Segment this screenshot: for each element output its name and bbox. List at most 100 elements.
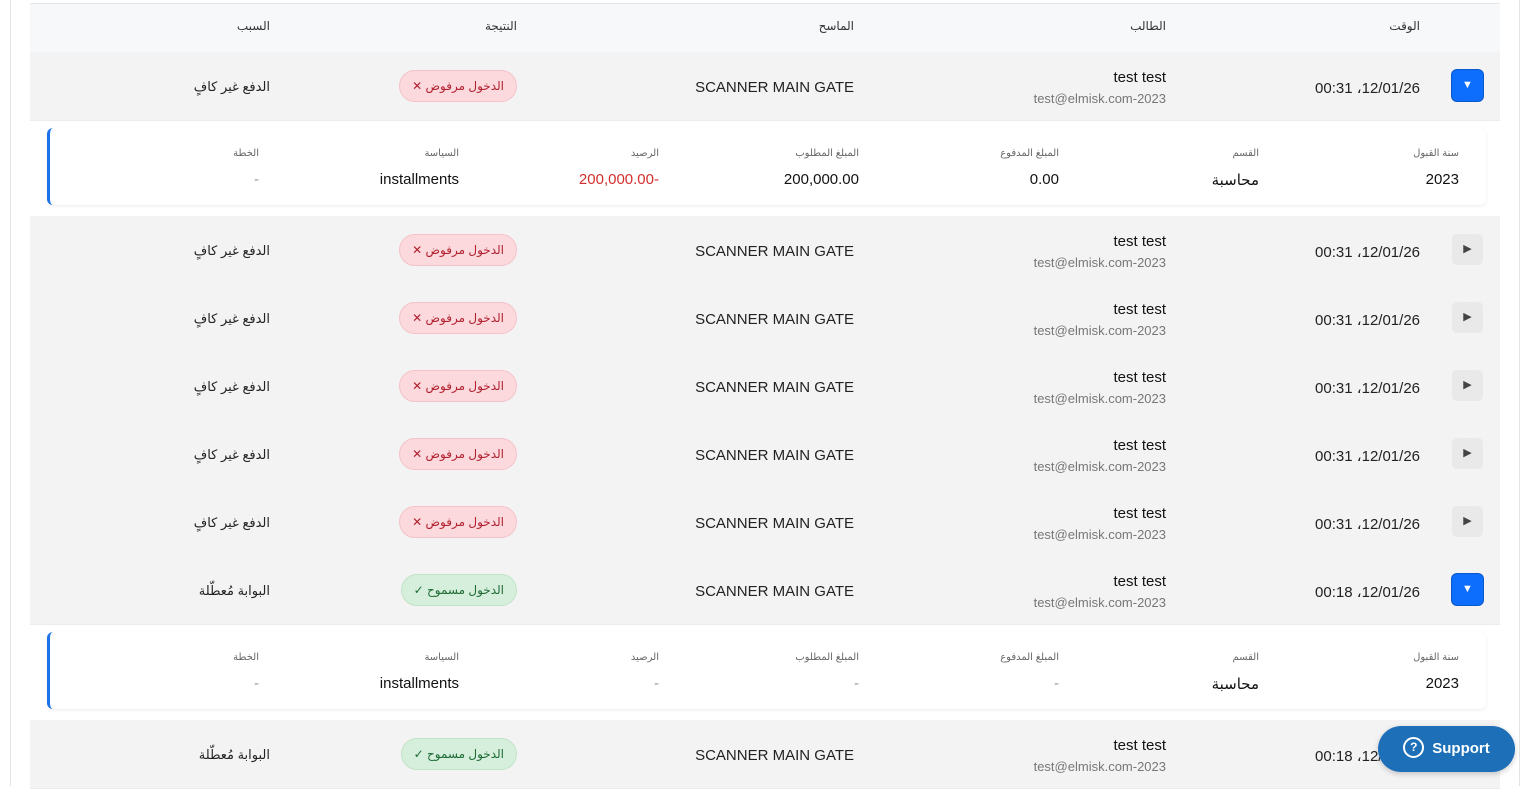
result-badge: الدخول مرفوض ✕ <box>399 438 517 470</box>
detail-label: السياسة <box>424 148 459 159</box>
frame <box>10 0 1520 786</box>
result-badge: الدخول مرفوض ✕ <box>399 70 517 102</box>
detail-value: - <box>254 675 259 692</box>
detail-label: سنة القبول <box>1413 652 1459 663</box>
table-row <box>30 52 1500 121</box>
detail-value: 200,000.00- <box>578 171 659 188</box>
detail-label: الخطة <box>233 148 259 159</box>
reason: البوابة مُعطّلة <box>198 747 270 762</box>
table-row <box>30 216 1500 285</box>
detail-label: المبلغ المدفوع <box>1000 148 1059 159</box>
time: 12/01/26، 00:31 <box>1315 448 1420 465</box>
toggle-button[interactable]: ▶ <box>1452 234 1483 265</box>
reason: الدفع غير كافٍ <box>193 243 270 258</box>
student-email: test@elmisk.com-2023 <box>1033 595 1166 610</box>
toggle-button[interactable]: ▶ <box>1452 370 1483 401</box>
detail-label: الرصيد <box>630 148 659 159</box>
time: 12/01/26، 00:18 <box>1315 584 1420 601</box>
result-badge: الدخول مرفوض ✕ <box>399 302 517 334</box>
detail-label: المبلغ المطلوب <box>795 148 859 159</box>
result-badge: الدخول مرفوض ✕ <box>399 234 517 266</box>
details-card <box>47 632 1486 709</box>
detail-value: 200,000.00 <box>783 171 859 188</box>
toggle-button[interactable]: ▼ <box>1452 70 1483 101</box>
reason: الدفع غير كافٍ <box>193 447 270 462</box>
reason: البوابة مُعطّلة <box>198 583 270 598</box>
student-name: test test <box>1113 505 1166 522</box>
detail-value: - <box>254 171 259 188</box>
column-header: الماسح <box>818 19 854 33</box>
table-row <box>30 420 1500 489</box>
time: 12/01/26، 00:31 <box>1315 80 1420 97</box>
support-button[interactable]: ? Support <box>1378 726 1515 772</box>
result-badge: الدخول مرفوض ✕ <box>399 370 517 402</box>
scanner: SCANNER MAIN GATE <box>695 311 854 328</box>
result-badge: الدخول مسموح ✓ <box>400 738 517 770</box>
scanner: SCANNER MAIN GATE <box>695 447 854 464</box>
reason: الدفع غير كافٍ <box>193 379 270 394</box>
student-name: test test <box>1113 69 1166 86</box>
time: 12/01/26، 00:31 <box>1315 312 1420 329</box>
scanner: SCANNER MAIN GATE <box>695 515 854 532</box>
student-name: test test <box>1113 369 1166 386</box>
detail-value: - <box>854 675 859 692</box>
column-header: الوقت <box>1389 19 1420 33</box>
scanner: SCANNER MAIN GATE <box>695 379 854 396</box>
student-email: test@elmisk.com-2023 <box>1033 323 1166 338</box>
detail-value: 2023 <box>1425 171 1459 188</box>
detail-value: - <box>654 675 659 692</box>
student-name: test test <box>1113 737 1166 754</box>
student-email: test@elmisk.com-2023 <box>1033 91 1166 106</box>
reason: الدفع غير كافٍ <box>193 79 270 94</box>
detail-value: 2023 <box>1425 675 1459 692</box>
scanner: SCANNER MAIN GATE <box>695 747 854 764</box>
time: 12/01/26، 00:31 <box>1315 380 1420 397</box>
detail-label: القسم <box>1232 652 1259 663</box>
detail-label: القسم <box>1232 148 1259 159</box>
detail-value: 0.00 <box>1029 171 1059 188</box>
column-header: الطالب <box>1130 19 1166 33</box>
detail-value: - <box>1054 675 1059 692</box>
result-badge: الدخول مرفوض ✕ <box>399 506 517 538</box>
scanner: SCANNER MAIN GATE <box>695 79 854 96</box>
table-row <box>30 556 1500 625</box>
student-name: test test <box>1113 301 1166 318</box>
detail-value: installments <box>379 171 459 188</box>
detail-value: محاسبة <box>1211 676 1259 693</box>
student-name: test test <box>1113 573 1166 590</box>
toggle-button[interactable]: ▶ <box>1452 506 1483 537</box>
student-email: test@elmisk.com-2023 <box>1033 759 1166 774</box>
table-row <box>30 720 1500 789</box>
time: 12/01/26، 00:31 <box>1315 244 1420 261</box>
table-row <box>30 284 1500 353</box>
detail-label: المبلغ المطلوب <box>795 652 859 663</box>
reason: الدفع غير كافٍ <box>193 515 270 530</box>
toggle-button[interactable]: ▶ <box>1452 438 1483 469</box>
student-name: test test <box>1113 437 1166 454</box>
detail-label: المبلغ المدفوع <box>1000 652 1059 663</box>
detail-label: الخطة <box>233 652 259 663</box>
reason: الدفع غير كافٍ <box>193 311 270 326</box>
support-icon: ? <box>1403 736 1425 758</box>
student-email: test@elmisk.com-2023 <box>1033 459 1166 474</box>
time: 12/01/26، 00:31 <box>1315 516 1420 533</box>
result-badge: الدخول مسموح ✓ <box>400 574 517 606</box>
toggle-button[interactable]: ▼ <box>1452 574 1483 605</box>
details-card <box>47 128 1486 205</box>
support-label: Support <box>1432 740 1490 757</box>
detail-value: محاسبة <box>1211 172 1259 189</box>
detail-label: سنة القبول <box>1413 148 1459 159</box>
detail-label: السياسة <box>424 652 459 663</box>
student-email: test@elmisk.com-2023 <box>1033 255 1166 270</box>
student-name: test test <box>1113 233 1166 250</box>
column-header: النتيجة <box>484 19 517 33</box>
student-email: test@elmisk.com-2023 <box>1033 527 1166 542</box>
scanner: SCANNER MAIN GATE <box>695 243 854 260</box>
detail-value: installments <box>379 675 459 692</box>
detail-label: الرصيد <box>630 652 659 663</box>
scanner: SCANNER MAIN GATE <box>695 583 854 600</box>
toggle-button[interactable]: ▶ <box>1452 302 1483 333</box>
student-email: test@elmisk.com-2023 <box>1033 391 1166 406</box>
column-header: السبب <box>236 19 270 33</box>
